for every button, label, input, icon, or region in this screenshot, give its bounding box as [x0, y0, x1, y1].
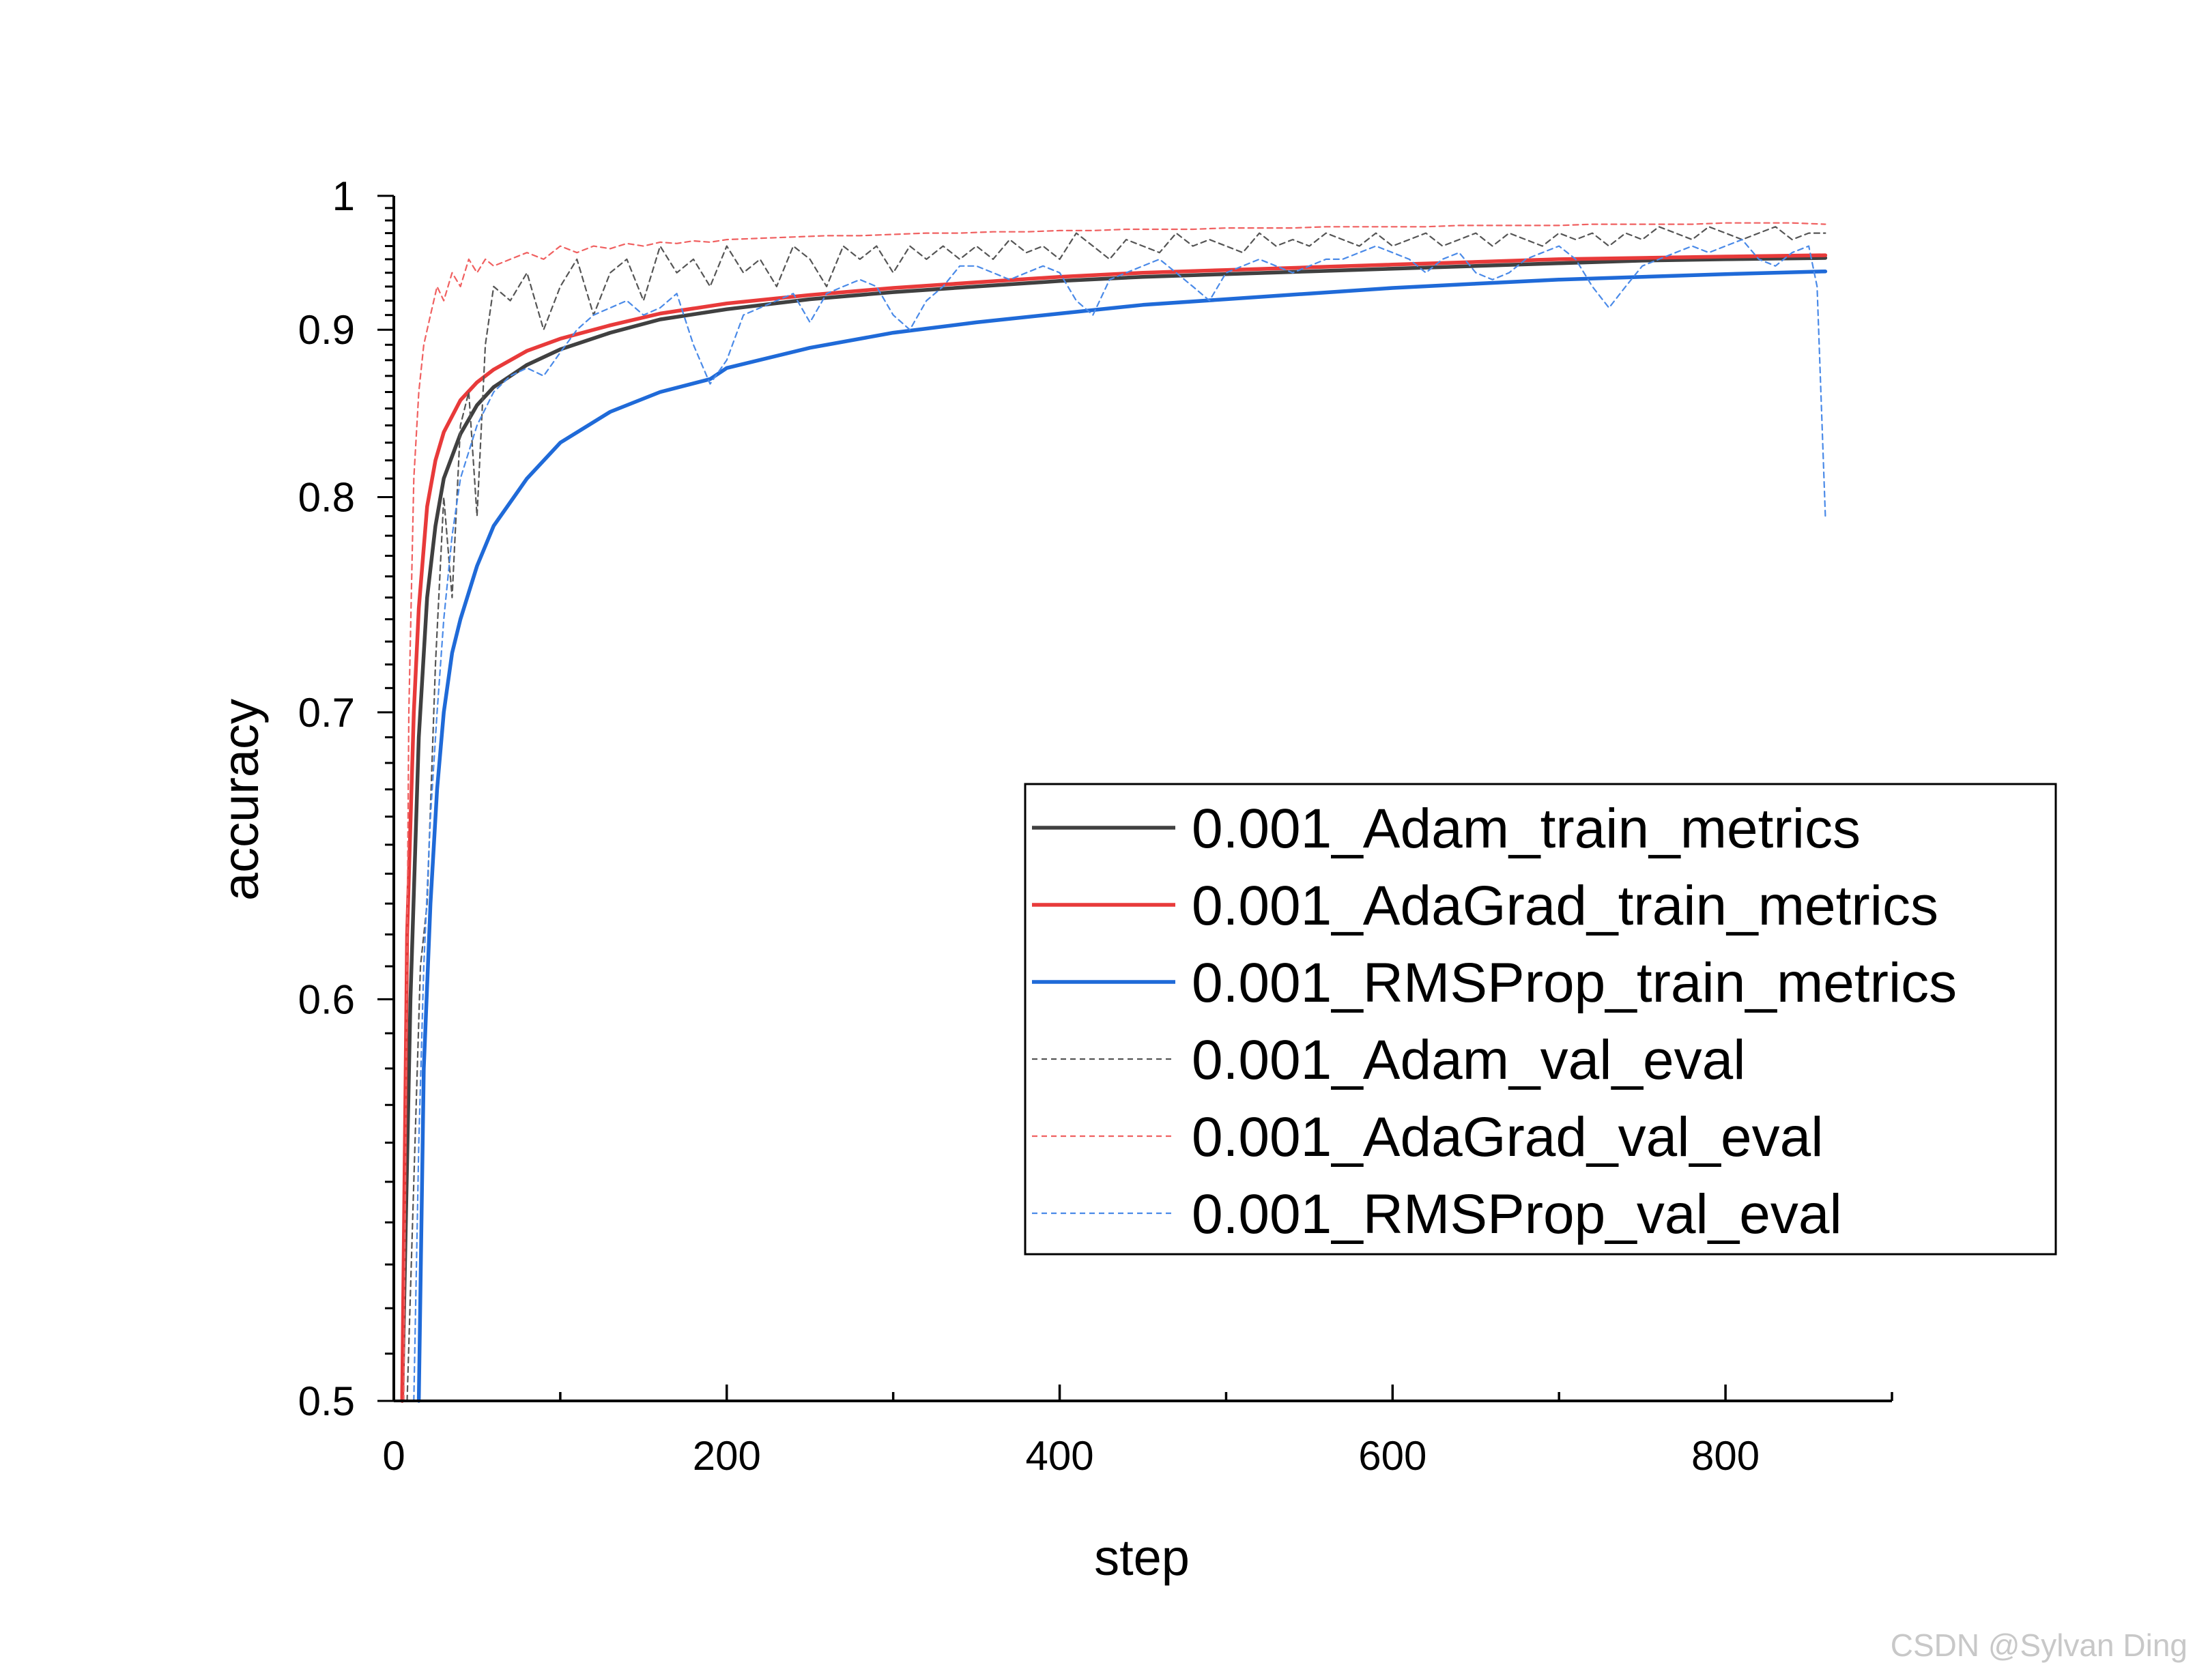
- y-tick-label: 0.6: [298, 976, 355, 1022]
- watermark: CSDN @Sylvan Ding: [1891, 1627, 2187, 1663]
- legend-box: [1024, 783, 2057, 1256]
- x-axis-title: step: [1094, 1529, 1190, 1586]
- legend-label-2: 0.001_RMSProp_train_metrics: [1192, 952, 1957, 1014]
- y-tick-label: 0.7: [298, 690, 355, 736]
- y-axis-title: accuracy: [212, 699, 269, 901]
- axes-layer: 0 200 400 600 800 0.5 0.6 0.7 0.8 0.9 1: [298, 173, 1893, 1479]
- legend: 0.001_Adam_train_metrics 0.001_AdaGrad_tr…: [1024, 783, 2057, 1256]
- x-tick-label: 400: [1026, 1433, 1094, 1479]
- series-line-0: [400, 256, 1828, 1403]
- legend-label-5: 0.001_RMSProp_val_eval: [1192, 1183, 1842, 1245]
- x-tick-label: 200: [693, 1433, 761, 1479]
- legend-label-1: 0.001_AdaGrad_train_metrics: [1192, 875, 1938, 937]
- y-tick-label: 0.8: [298, 475, 355, 521]
- series-line-3: [406, 226, 1826, 1402]
- legend-label-3: 0.001_Adam_val_eval: [1192, 1029, 1745, 1091]
- series-line-1: [400, 253, 1828, 1403]
- series-line-2: [416, 269, 1828, 1403]
- x-tick-label: 0: [382, 1433, 405, 1479]
- series-line-5: [413, 239, 1826, 1402]
- x-tick-label: 600: [1358, 1433, 1426, 1479]
- y-tick-label: 1: [332, 173, 355, 219]
- series-layer: [400, 222, 1828, 1403]
- x-tick-label: 800: [1691, 1433, 1760, 1479]
- legend-label-0: 0.001_Adam_train_metrics: [1192, 798, 1861, 860]
- y-tick-label: 0.5: [298, 1378, 355, 1424]
- legend-label-4: 0.001_AdaGrad_val_eval: [1192, 1106, 1823, 1168]
- series-line-4: [403, 222, 1826, 1402]
- y-tick-label: 0.9: [298, 307, 355, 353]
